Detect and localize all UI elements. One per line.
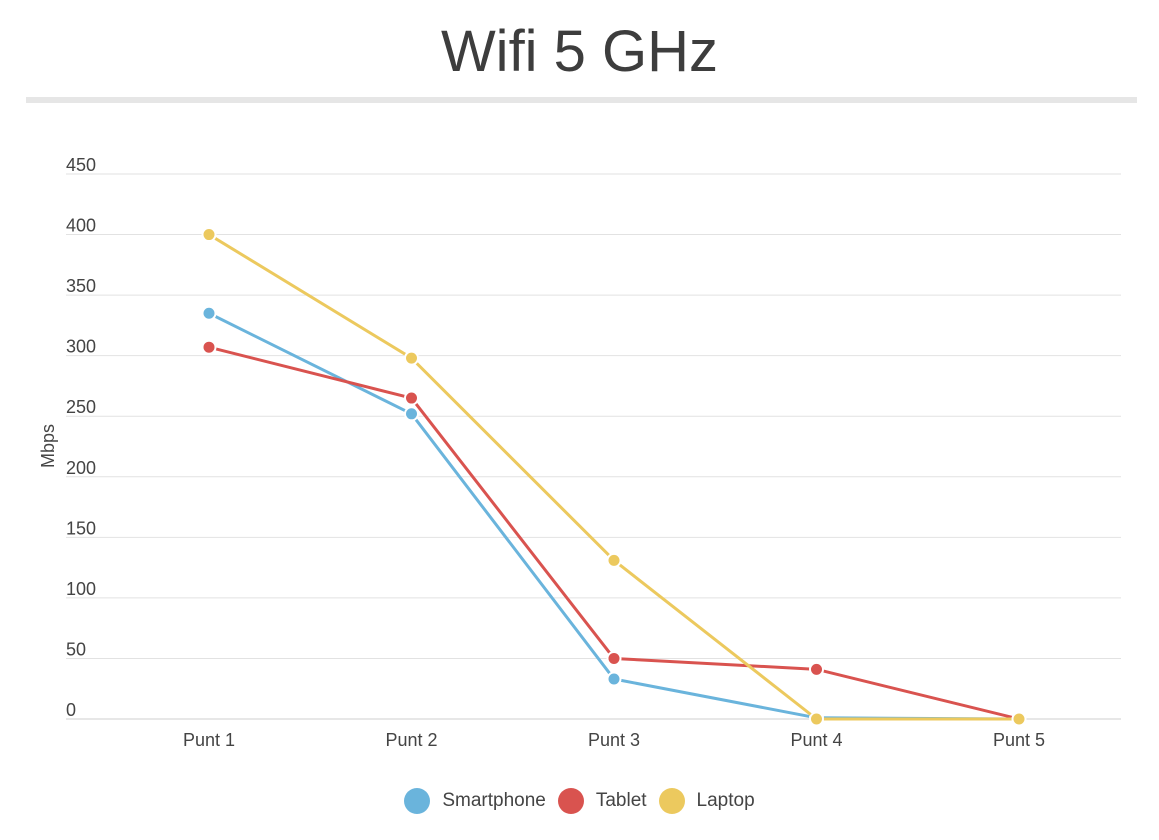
legend-swatch: [557, 788, 584, 814]
data-point[interactable]: [606, 650, 622, 666]
legend-label: Tablet: [595, 790, 647, 811]
legend-item-smartphone[interactable]: Smartphone: [404, 788, 546, 814]
legend-swatch: [658, 788, 685, 814]
y-tick-label: 200: [66, 458, 96, 478]
legend-label: Smartphone: [442, 790, 546, 811]
x-tick-label: Punt 3: [588, 730, 640, 750]
y-axis-label: Mbps: [38, 424, 58, 468]
grid-lines: [66, 173, 1121, 720]
legend-label: Laptop: [696, 790, 755, 811]
x-tick-label: Punt 5: [993, 730, 1045, 750]
chart-title: Wifi 5 GHz: [440, 19, 719, 84]
data-point[interactable]: [1011, 711, 1027, 727]
legend-item-tablet[interactable]: Tablet: [557, 788, 647, 814]
x-tick-labels: Punt 1 Punt 2 Punt 3 Punt 4 Punt 5: [183, 730, 1045, 750]
y-tick-labels: 0 50 100 150 200 250 300 350 400 450: [66, 155, 96, 720]
y-tick-label: 100: [66, 579, 96, 599]
data-point[interactable]: [404, 390, 419, 406]
data-point[interactable]: [606, 552, 622, 568]
x-tick-label: Punt 2: [385, 730, 437, 750]
series-tablet: [201, 339, 1027, 727]
y-tick-label: 450: [66, 155, 96, 175]
data-point[interactable]: [201, 227, 217, 243]
y-tick-label: 150: [66, 518, 96, 538]
y-tick-label: 350: [66, 276, 96, 296]
series-laptop: [201, 227, 1027, 727]
x-tick-label: Punt 4: [790, 730, 842, 750]
legend-swatch: [404, 788, 431, 814]
data-point[interactable]: [606, 671, 622, 687]
x-tick-label: Punt 1: [183, 730, 235, 750]
legend-item-laptop[interactable]: Laptop: [658, 788, 755, 814]
y-tick-label: 250: [66, 397, 96, 417]
y-tick-label: 0: [66, 700, 76, 720]
y-tick-label: 300: [66, 337, 96, 357]
legend: Smartphone Tablet Laptop: [0, 785, 1159, 817]
data-point[interactable]: [809, 711, 824, 727]
series-group: [201, 227, 1027, 727]
data-point[interactable]: [404, 350, 419, 366]
title-divider: [26, 97, 1137, 103]
data-point[interactable]: [201, 305, 217, 321]
data-point[interactable]: [404, 406, 419, 422]
y-tick-label: 50: [66, 639, 86, 659]
data-point[interactable]: [201, 339, 217, 355]
y-tick-label: 400: [66, 216, 96, 236]
data-point[interactable]: [809, 661, 824, 677]
